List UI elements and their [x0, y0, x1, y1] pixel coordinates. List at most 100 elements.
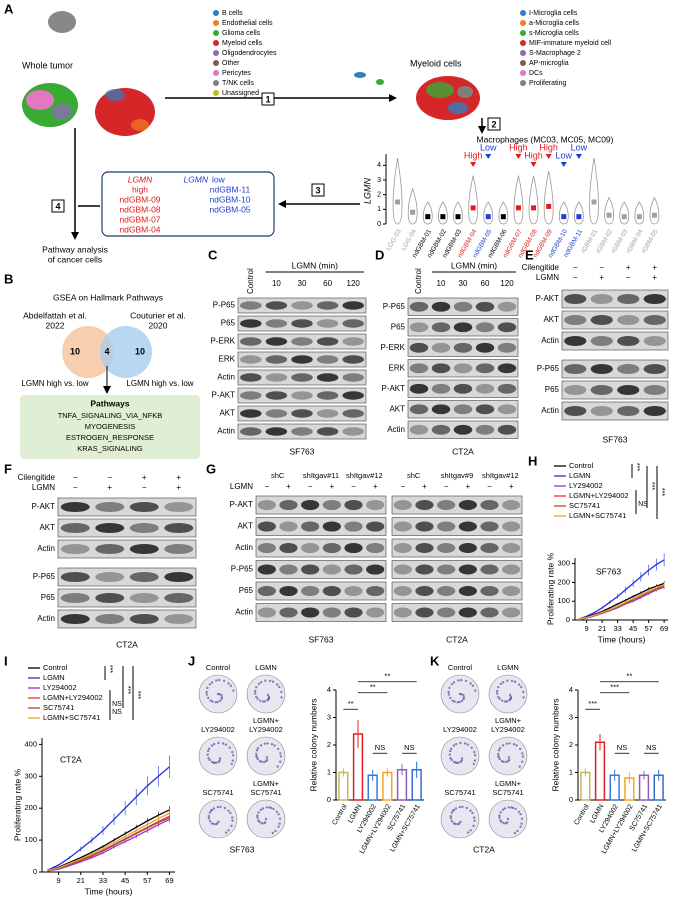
step-number: 3	[315, 185, 320, 195]
colony	[520, 817, 524, 820]
axis-title: Relative colony numbers	[308, 698, 318, 791]
legend-dot	[520, 80, 526, 86]
colony	[208, 820, 212, 823]
y-tick-label: 300	[557, 559, 570, 568]
x-tick-label: 69	[660, 624, 668, 633]
cell-line: SF763	[289, 446, 314, 456]
colony	[261, 807, 265, 810]
blot-signal	[322, 607, 341, 618]
blot-signal	[301, 607, 320, 618]
legend-dot	[520, 20, 526, 26]
colony	[453, 700, 456, 703]
violin	[589, 157, 599, 225]
colony	[255, 752, 258, 756]
blot-signal	[590, 314, 613, 326]
blot-label: Actin	[235, 543, 253, 552]
median-mark	[440, 214, 446, 220]
colony	[212, 761, 215, 764]
significance: ***	[106, 665, 113, 673]
label: Whole tumor	[22, 60, 73, 70]
cell-line: CT2A	[452, 446, 474, 456]
blot-signal	[497, 363, 517, 374]
legend-dot	[213, 20, 219, 26]
blot-signal	[475, 424, 495, 435]
blot-signal	[129, 613, 159, 625]
label: shC	[407, 471, 421, 480]
label: ESTROGEN_RESPONSE	[66, 433, 154, 442]
blot-signal	[617, 363, 640, 375]
colony	[280, 696, 283, 699]
significance: **	[626, 672, 632, 681]
colony	[451, 699, 454, 702]
colony	[224, 743, 228, 746]
colony	[270, 743, 274, 746]
legend-label: DCs	[529, 70, 543, 77]
blot-signal	[265, 409, 288, 418]
blot-signal	[322, 564, 341, 575]
blot-band	[407, 400, 519, 419]
colony	[206, 753, 209, 756]
sign: +	[626, 263, 631, 272]
series-line	[47, 766, 170, 871]
colony	[454, 807, 458, 810]
colony	[207, 757, 210, 760]
panel-label: J	[188, 653, 195, 668]
blot-signal	[480, 543, 499, 553]
series-line	[578, 586, 665, 621]
blot-signal	[279, 521, 298, 532]
colony	[263, 760, 266, 764]
blot-label: P-P65	[383, 302, 406, 311]
blot-signal	[502, 564, 521, 575]
colony	[215, 761, 218, 764]
marker-arrow	[530, 162, 537, 167]
sign: −	[487, 482, 492, 491]
label: LGMN+	[253, 716, 280, 725]
blot-label: P-AKT	[381, 384, 405, 393]
colony	[277, 813, 280, 816]
median-mark	[515, 205, 521, 211]
colony	[508, 742, 511, 745]
legend-dot	[520, 30, 526, 36]
blot-signal	[458, 586, 477, 596]
violin	[573, 201, 584, 225]
series-line	[47, 817, 170, 872]
blot-signal	[643, 335, 666, 347]
colony	[255, 749, 259, 752]
colony	[280, 690, 283, 694]
colony	[222, 679, 226, 683]
legend-dot	[213, 10, 219, 16]
violin	[453, 201, 463, 225]
blot-label: Actin	[217, 373, 235, 382]
blot-signal	[129, 522, 159, 534]
cell-line: CT2A	[473, 844, 495, 854]
blot-signal	[453, 301, 473, 312]
y-tick-label: 3	[327, 712, 331, 721]
legend-label: Unassigned	[222, 90, 259, 97]
colony	[500, 820, 503, 823]
blot-signal	[393, 543, 412, 553]
colony	[502, 822, 505, 825]
legend-dot	[520, 50, 526, 56]
sign: +	[465, 482, 470, 491]
colony	[469, 829, 472, 832]
blot-signal	[453, 322, 473, 333]
colony	[207, 696, 210, 700]
colony	[271, 680, 275, 683]
label: LGMN+	[495, 716, 522, 725]
violin	[392, 157, 403, 225]
blot-signal	[342, 391, 364, 400]
colony	[263, 821, 267, 824]
colony	[505, 742, 508, 745]
blot-label: AKT	[237, 522, 253, 531]
venn-count: 10	[70, 346, 80, 356]
legend-dot	[213, 60, 219, 66]
significance: ***	[633, 463, 640, 471]
colony	[267, 697, 270, 701]
median-mark	[651, 212, 657, 218]
step-number: 1	[265, 94, 270, 104]
sign: +	[329, 482, 334, 491]
colony	[277, 825, 280, 828]
colony	[458, 822, 461, 825]
colony	[228, 746, 231, 749]
label: shC	[271, 471, 285, 480]
